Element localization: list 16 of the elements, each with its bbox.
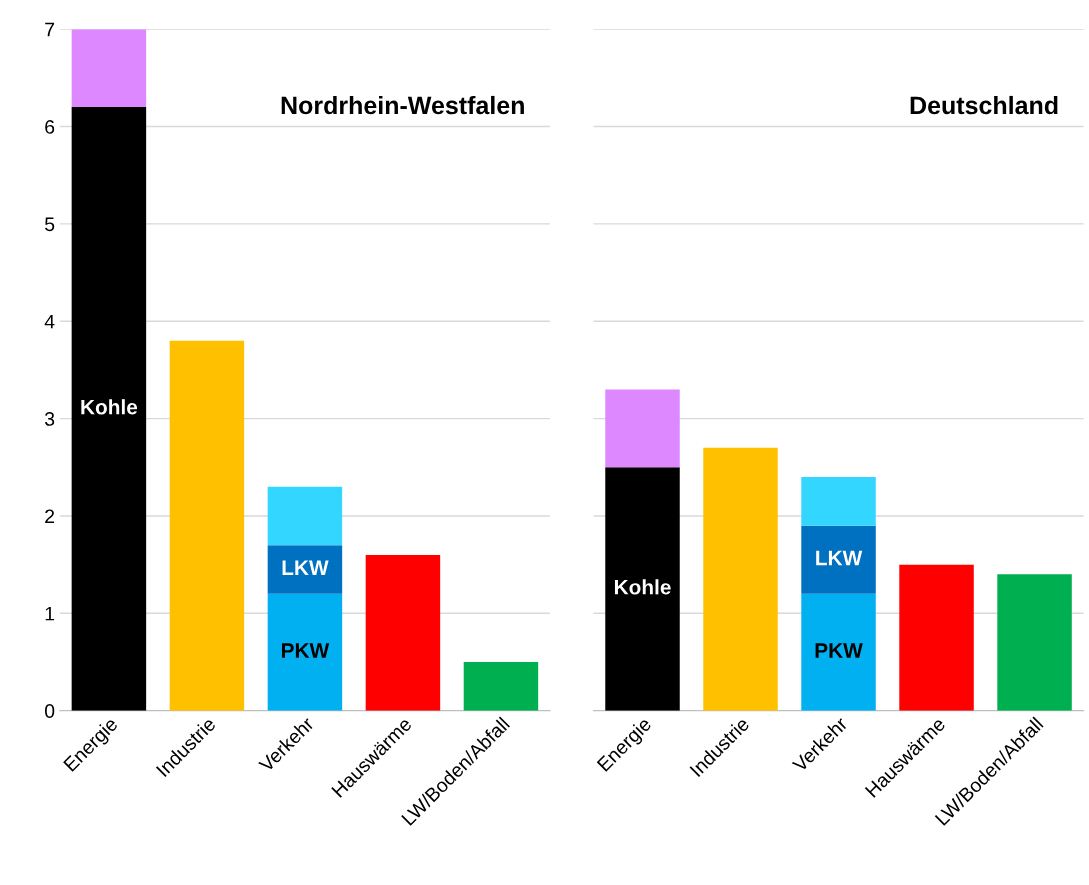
y-tick-label: 6	[45, 120, 55, 134]
y-tick-label: 3	[44, 412, 55, 426]
series-label: PKW	[282, 643, 330, 658]
y-tick-label: 4	[44, 314, 55, 329]
y-tick-label: 5	[45, 217, 55, 232]
series-label: LKW	[816, 550, 863, 566]
text: Nordrhein-Westfalen	[281, 95, 524, 115]
y-tick-label: 0	[44, 704, 55, 718]
series-label: LKW	[282, 560, 329, 575]
series-label: Kohle	[614, 579, 671, 595]
y-tick-label: 7	[45, 22, 55, 37]
y-tick-label: 1	[45, 606, 55, 621]
text: Deutschland	[910, 95, 1058, 115]
series-label: Kohle	[81, 399, 138, 415]
y-tick-label: 2	[45, 509, 55, 523]
series-label: PKW	[815, 643, 863, 658]
